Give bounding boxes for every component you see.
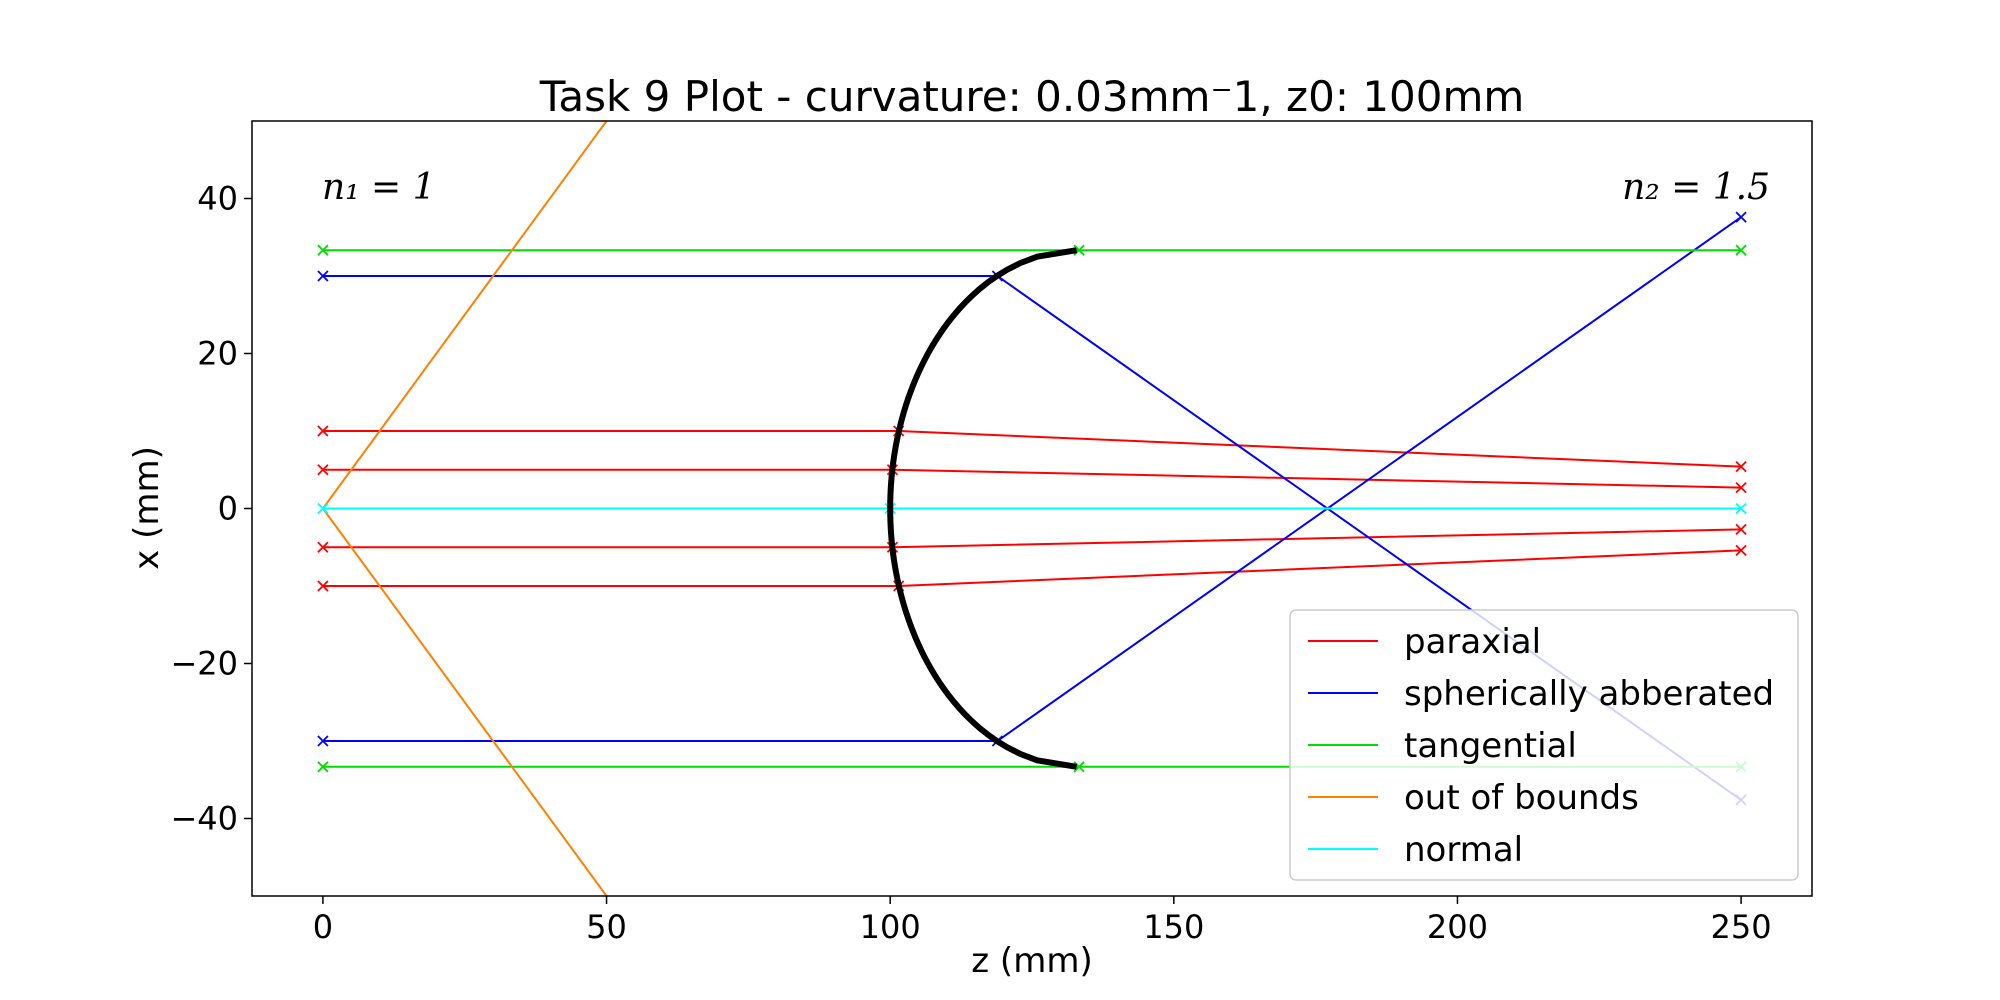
y-axis-ticks: −40 −20 0 20 40 [170,180,252,838]
out-of-bounds-ray-0 [322,121,608,510]
paraxial-ray-1-point-2 [1735,481,1747,494]
paraxial-ray-2 [322,528,1742,549]
tangential-ray-0-point-2 [1735,244,1747,256]
series-out-of-bounds [322,121,608,896]
x-tick-label: 0 [313,908,333,946]
y-tick-label: 0 [218,490,238,528]
normal-ray-0-point-0 [317,502,329,515]
x-tick-label: 150 [1143,908,1204,946]
n2-annotation: n₂ = 1.5 [1622,167,1770,208]
paraxial-ray-2-point-2 [1735,523,1747,536]
y-tick-label: 40 [197,180,238,218]
legend-label-out-of-bounds: out of bounds [1404,778,1639,818]
x-axis-label: z (mm) [971,941,1092,981]
paraxial-ray-0-point-2 [1735,461,1747,473]
legend-label-normal: normal [1404,830,1523,870]
n1-annotation: n₁ = 1 [322,167,436,208]
legend-label-spherically-abberated: spherically abberated [1404,674,1774,714]
spherically-abberated-ray-1-point-2 [1735,211,1747,223]
x-axis-ticks: 0 50 100 150 200 250 [313,896,1772,946]
legend-label-paraxial: paraxial [1404,622,1541,662]
paraxial-ray-0 [322,430,1742,468]
tangential-ray-0-point-0 [317,244,329,256]
chart-title: Task 9 Plot - curvature: 0.03mm⁻1, z0: 1… [539,72,1525,121]
tangential-ray-1-point-0 [317,761,329,773]
tangential-ray-1-point-1 [1073,761,1085,773]
paraxial-ray-0-point-0 [317,425,329,437]
tangential-ray-0-point-1 [1073,244,1085,256]
y-tick-label: −20 [170,645,238,683]
paraxial-ray-2-point-0 [317,541,329,553]
x-tick-label: 250 [1711,908,1772,946]
spherically-abberated-ray-0-point-0 [317,270,329,282]
paraxial-ray-1-point-0 [317,464,329,476]
paraxial-ray-1 [322,468,1742,489]
paraxial-ray-3-point-0 [317,580,329,592]
y-tick-label: 20 [197,335,238,373]
out-of-bounds-ray-1 [322,507,608,896]
x-tick-label: 100 [860,908,921,946]
series-normal [317,502,1747,515]
paraxial-ray-3 [322,549,1742,587]
x-tick-label: 200 [1427,908,1488,946]
legend-label-tangential: tangential [1404,726,1577,766]
y-axis-label: x (mm) [127,446,167,570]
refracting-surface [887,247,1078,770]
y-tick-label: −40 [170,800,238,838]
x-tick-label: 50 [586,908,627,946]
legend-box [1289,609,1799,881]
spherically-abberated-ray-1-point-0 [317,735,329,747]
legend: paraxial spherically abberated tangential o… [1289,609,1799,881]
paraxial-ray-3-point-2 [1735,544,1747,556]
normal-ray-0-point-2 [1735,502,1747,515]
